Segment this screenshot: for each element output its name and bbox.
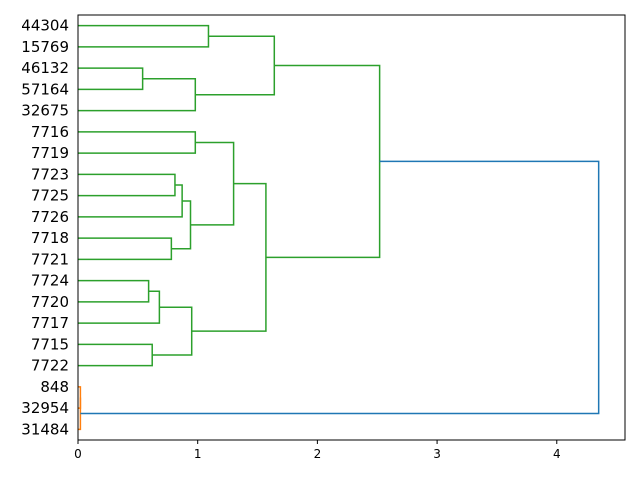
leaf-label: 7720 [31,293,69,311]
leaf-label: 7719 [31,144,69,162]
x-tick-label: 0 [74,447,82,461]
link-M [78,343,153,367]
leaf-label: 7721 [31,250,69,268]
link-I [171,200,192,250]
link-G [78,184,183,218]
x-tick-label: 2 [314,447,322,461]
y-axis-leaf-labels: 44304 15769 46132 57164 32675 7716 7719 7723 772… [21,17,69,439]
x-axis: 0 1 2 3 4 [74,440,561,461]
leaf-label: 848 [40,378,69,396]
link-A [78,24,210,48]
link-R [78,397,82,431]
leaf-label: 7723 [31,165,69,183]
x-tick-label: 1 [194,447,202,461]
link-E [78,131,197,154]
leaf-label: 31484 [21,420,69,438]
link-N [152,306,193,356]
x-tick-label: 4 [553,447,561,461]
link-B [78,67,144,91]
link-J [190,141,235,226]
dendrogram-links [78,24,600,431]
leaf-label: 32675 [21,102,69,120]
link-P [265,64,381,259]
leaf-label: 7726 [31,208,69,226]
leaf-label: 7724 [31,272,69,290]
link-D [195,35,276,96]
leaf-label: 15769 [21,38,69,56]
leaf-label: 7725 [31,187,69,205]
leaf-label: 57164 [21,80,69,98]
link-S [80,160,600,415]
leaf-label: 7717 [31,314,69,332]
leaf-label: 7722 [31,357,69,375]
leaf-label: 44304 [21,17,69,35]
link-H [78,237,173,261]
leaf-label: 46132 [21,59,69,77]
link-L [78,290,161,324]
link-K [78,279,150,303]
leaf-label: 7716 [31,123,69,141]
leaf-label: 7715 [31,335,69,353]
link-C [78,78,197,112]
leaf-label: 32954 [21,399,69,417]
x-tick-label: 3 [433,447,441,461]
plot-frame [77,14,626,441]
link-F [78,173,176,197]
leaf-label: 7718 [31,229,69,247]
link-O [191,182,267,332]
